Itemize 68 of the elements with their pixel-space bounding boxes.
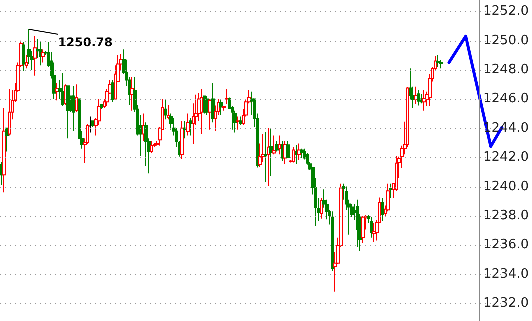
candlestick (278, 135, 281, 156)
candlestick (422, 90, 426, 112)
candlestick (208, 98, 212, 130)
candlestick (292, 146, 295, 164)
candlestick (272, 135, 276, 156)
candlestick (417, 90, 420, 106)
candlestick (39, 42, 42, 66)
candlestick (22, 42, 25, 72)
candlestick (186, 113, 190, 136)
candlestick (61, 72, 64, 108)
candlestick (286, 141, 290, 159)
candlestick (269, 128, 273, 178)
candlestick (183, 120, 187, 140)
candlestick (72, 86, 75, 132)
y-tick-label: 1248.0 (484, 62, 530, 78)
y-tick-label: 1246.0 (484, 92, 530, 107)
candlestick (389, 183, 393, 199)
y-tick-label: 1252.0 (484, 4, 530, 20)
candlestick (386, 183, 390, 212)
candlestick (33, 36, 37, 76)
candlestick (356, 199, 359, 248)
y-tick-label: 1242.0 (484, 150, 530, 166)
candlestick (320, 198, 323, 220)
candlestick (222, 106, 226, 112)
candlestick (264, 132, 267, 183)
y-tick-label: 1232.0 (484, 296, 530, 311)
candlestick (414, 86, 418, 105)
candlestick (297, 143, 301, 161)
candlestick (130, 76, 134, 112)
annotation: 1250.78 (58, 35, 113, 50)
candlestick (189, 118, 192, 136)
candlestick (89, 116, 92, 134)
candlestick (5, 128, 9, 152)
candlestick (164, 98, 167, 120)
y-tick-label: 1250.0 (484, 33, 530, 48)
candlestick (150, 141, 153, 154)
candlestick (167, 104, 170, 120)
candlestick (436, 54, 440, 68)
candlestick (41, 49, 45, 64)
candlestick (100, 104, 103, 110)
y-tick-label: 1236.0 (484, 238, 530, 253)
candlestick (225, 88, 228, 105)
candlestick (55, 82, 59, 102)
candlestick (300, 148, 304, 159)
y-tick-label: 1234.0 (484, 266, 530, 282)
y-tick-label: 1240.0 (484, 179, 530, 194)
candlestick (331, 211, 334, 272)
candlestick (2, 107, 6, 194)
candlestick (25, 54, 28, 70)
candlestick (75, 84, 78, 113)
candlestick (200, 88, 203, 135)
candlestick (361, 215, 365, 244)
candlestick (219, 98, 223, 116)
candlestick (111, 80, 114, 103)
candlestick (211, 82, 215, 124)
y-tick-label: 1238.0 (484, 208, 530, 224)
candlestick (142, 113, 145, 142)
candlestick (8, 88, 11, 136)
candlestick (295, 144, 298, 165)
candlestick (180, 120, 184, 160)
candlestick (239, 116, 242, 126)
candlestick (66, 86, 70, 140)
candlestick (381, 198, 384, 222)
candlestick (372, 222, 376, 243)
candlestick (233, 110, 237, 134)
candlestick (267, 128, 270, 187)
candlestick (370, 216, 373, 238)
candlestick (236, 116, 240, 130)
